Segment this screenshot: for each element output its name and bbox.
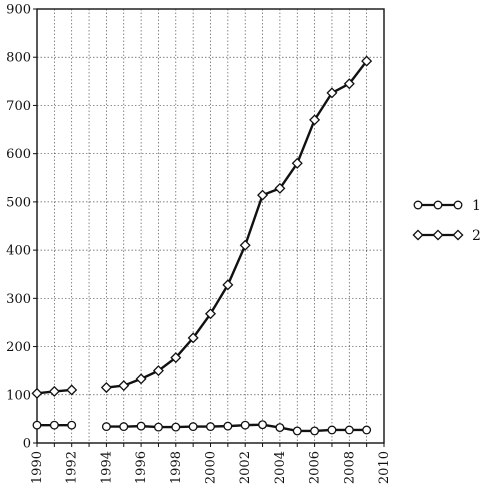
- series-2-point: [309, 114, 321, 126]
- x-tick-label: 1990: [30, 451, 45, 484]
- series-2-point: [222, 279, 234, 291]
- series-2: [31, 55, 373, 399]
- y-tick-label: 100: [6, 388, 31, 403]
- legend-label: 1: [472, 198, 481, 214]
- legend-entry-1: 1: [413, 198, 481, 214]
- series-2-point: [118, 380, 130, 392]
- y-tick-label: 900: [6, 3, 31, 18]
- series-1: [32, 420, 372, 436]
- y-tick-label: 700: [6, 99, 31, 114]
- series-1-point: [344, 425, 354, 435]
- series-1-point: [223, 421, 233, 431]
- y-tick-label: 600: [6, 147, 31, 162]
- series-2-point: [274, 182, 286, 194]
- series-1-point: [240, 420, 250, 430]
- series-2-point: [100, 382, 112, 394]
- series-1-point: [32, 420, 42, 430]
- x-axis-ticks: 1990 1992 1994 1996 1998 2000 2002 2004 2006 2008…: [30, 443, 392, 484]
- series-1-point: [327, 425, 337, 435]
- series-1-point: [171, 422, 181, 432]
- series-2-point: [66, 384, 78, 396]
- series-1-point: [101, 422, 111, 432]
- series-2-point: [326, 87, 338, 99]
- series-1-point: [258, 420, 267, 430]
- series-2-point: [187, 332, 199, 344]
- series-1-point: [310, 426, 320, 436]
- series-2-point: [152, 365, 164, 377]
- legend-marker: [453, 200, 463, 210]
- series-2-point: [31, 387, 43, 399]
- series-2-line: [106, 60, 368, 389]
- x-tick-label: 2010: [377, 451, 392, 484]
- series-1-point: [362, 425, 372, 435]
- series-1-point: [49, 420, 59, 430]
- x-tick-label: 2008: [342, 451, 357, 484]
- x-tick-label: 1998: [169, 451, 184, 484]
- y-axis-ticks: 0 100 200 300 400 500 600 700 800 900: [6, 3, 37, 452]
- series-1-point: [136, 421, 146, 431]
- series-1-point: [153, 422, 163, 432]
- y-tick-label: 800: [6, 51, 31, 66]
- series-1-point: [206, 422, 215, 432]
- y-tick-label: 300: [6, 292, 31, 307]
- legend-marker: [413, 200, 423, 210]
- legend-marker: [452, 229, 464, 241]
- legend-label: 2: [472, 228, 481, 244]
- x-tick-label: 1994: [99, 451, 114, 484]
- series-1-line: [106, 423, 367, 433]
- series-1-point: [292, 426, 302, 436]
- legend-marker: [433, 200, 443, 210]
- legend-marker: [432, 229, 444, 241]
- legend-marker: [412, 229, 424, 241]
- series-2-point: [361, 55, 373, 67]
- x-tick-label: 1992: [65, 451, 80, 484]
- series-1-point: [275, 423, 285, 433]
- series-1-point: [67, 420, 77, 430]
- series-1-point: [188, 422, 198, 432]
- x-tick-label: 2006: [308, 451, 323, 484]
- series-2-point: [343, 78, 355, 90]
- series-2-point: [204, 308, 217, 320]
- series-layer: [31, 55, 373, 436]
- x-tick-label: 2000: [204, 451, 219, 484]
- series-1-point: [119, 422, 129, 432]
- series-2-point: [170, 352, 182, 364]
- legend: 12: [412, 198, 481, 244]
- grid-lines: [36, 8, 385, 444]
- y-tick-label: 400: [6, 244, 31, 259]
- y-tick-label: 0: [23, 437, 31, 452]
- x-tick-label: 2002: [238, 451, 253, 484]
- legend-entry-2: 2: [412, 228, 481, 244]
- y-tick-label: 200: [6, 340, 31, 355]
- series-2-point: [48, 385, 60, 397]
- x-tick-label: 2004: [273, 451, 288, 484]
- y-tick-label: 500: [6, 195, 31, 210]
- series-2-point: [135, 373, 147, 385]
- x-tick-label: 1996: [134, 451, 149, 484]
- series-2-point: [291, 157, 303, 169]
- series-2-point: [239, 239, 251, 251]
- series-2-point: [257, 189, 269, 201]
